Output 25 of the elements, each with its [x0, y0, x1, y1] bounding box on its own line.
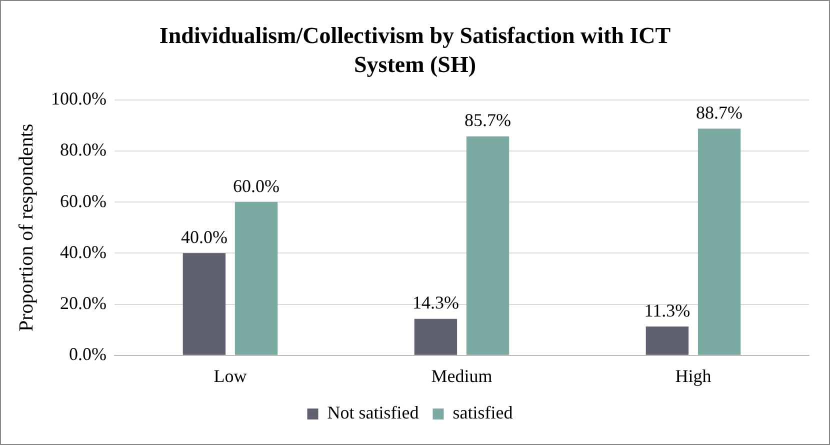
- legend-label: satisfied: [452, 402, 513, 423]
- bar: [234, 202, 278, 355]
- data-label: 14.3%: [412, 292, 459, 313]
- x-tick-label: High: [675, 366, 712, 386]
- y-tick-label: 80.0%: [60, 140, 106, 160]
- x-tick-label: Medium: [431, 366, 492, 386]
- chart-title: Individualism/Collectivism by Satisfaction with ICT System (SH): [158, 22, 672, 79]
- bar: [646, 326, 689, 355]
- data-label: 40.0%: [180, 226, 228, 247]
- data-label: 60.0%: [233, 176, 280, 196]
- y-tick-label: 100.0%: [50, 88, 106, 109]
- data-label: 85.7%: [464, 110, 512, 130]
- bar: [466, 136, 510, 355]
- x-tick-label: Low: [214, 366, 247, 386]
- y-axis-title: Proportion of respondents: [15, 124, 38, 332]
- data-label: 88.7%: [696, 102, 743, 122]
- bar: [182, 253, 226, 355]
- data-label: 11.3%: [644, 300, 690, 320]
- y-tick-label: 20.0%: [60, 293, 106, 314]
- y-tick-label: 40.0%: [60, 242, 106, 262]
- y-tick-label: 0.0%: [68, 344, 106, 364]
- y-tick-label: 60.0%: [60, 190, 106, 211]
- legend-label: Not satisfied: [327, 402, 419, 423]
- bar: [414, 318, 458, 355]
- bar: [698, 128, 741, 355]
